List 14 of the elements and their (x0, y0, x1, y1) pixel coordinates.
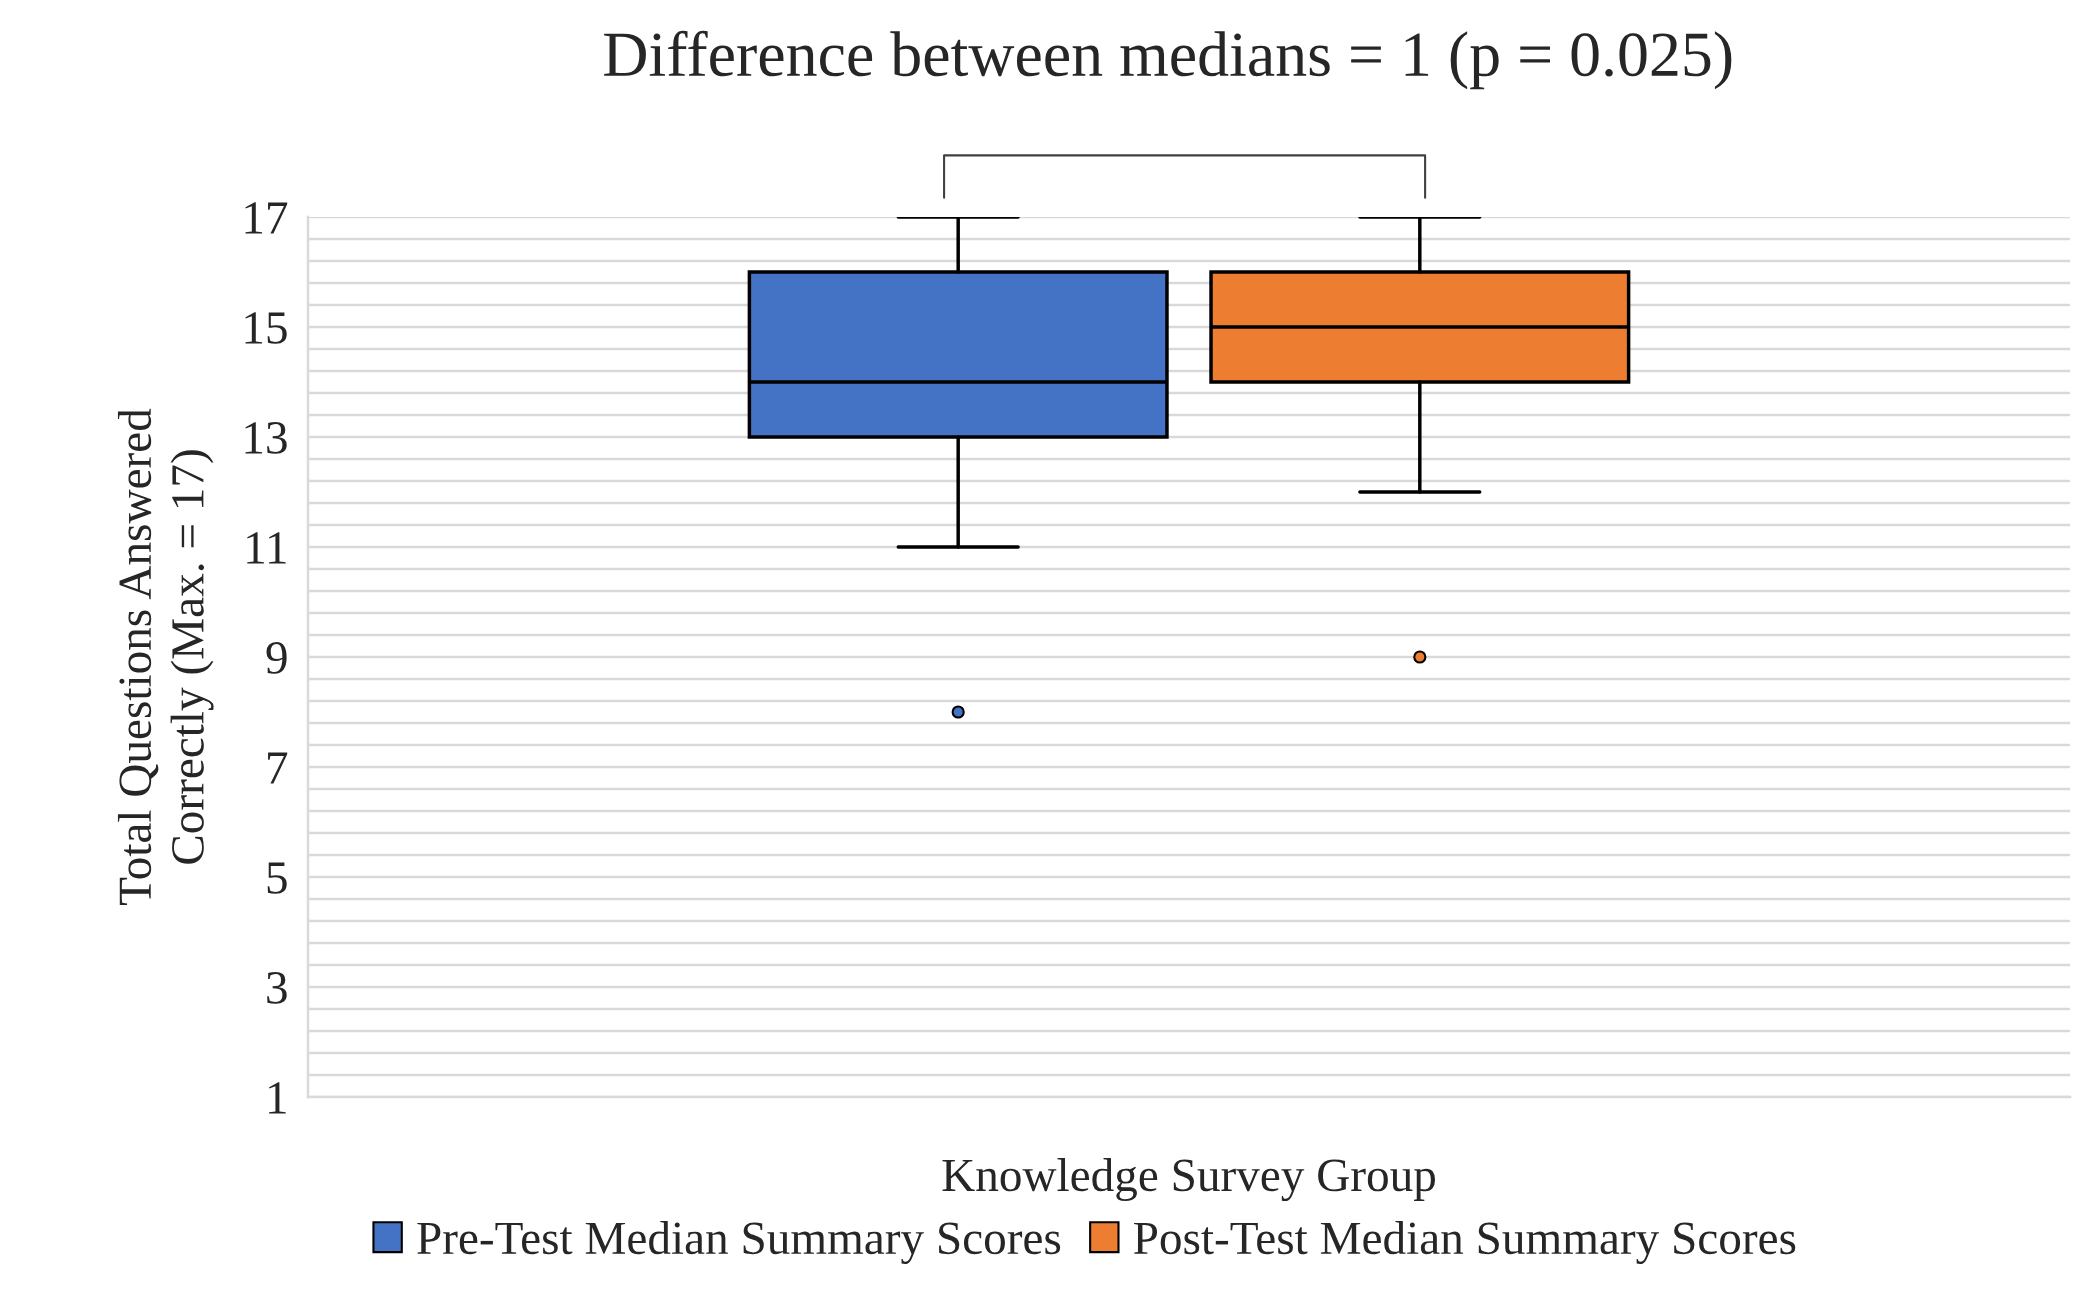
x-axis-title: Knowledge Survey Group (942, 1158, 1436, 1202)
y-tick-label: 1 (269, 1082, 286, 1114)
y-tick-label: 7 (268, 752, 288, 784)
y-tick-label: 5 (267, 862, 287, 894)
y-tick-label: 9 (266, 642, 287, 674)
y-tick-label: 13 (245, 422, 287, 454)
legend-label: Pre-Test Median Summary Scores (417, 1221, 1061, 1264)
legend-label: Post-Test Median Summary Scores (1134, 1221, 1796, 1264)
chart-title: Difference between medians = 1 (p = 0.025) (604, 30, 1732, 90)
y-axis-title: Total Questions Answered Correctly (Max. = 17) (117, 408, 214, 905)
y-tick-label: 17 (245, 202, 288, 234)
y-tick-label: 11 (247, 532, 286, 564)
y-tick-label: 15 (245, 312, 287, 344)
y-tick-label: 3 (267, 972, 287, 1004)
